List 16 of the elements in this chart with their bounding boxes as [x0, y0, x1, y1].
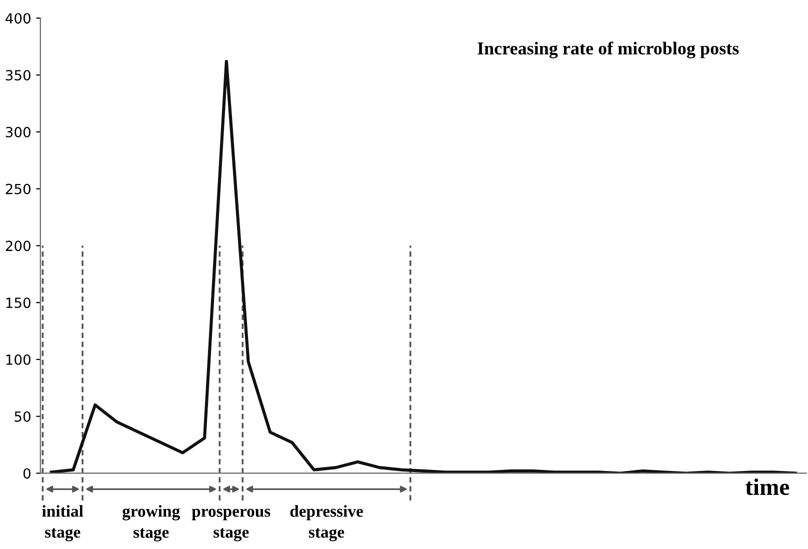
text: depressive stage	[290, 505, 363, 542]
text: growing stage	[122, 505, 180, 542]
y-tick-label: 300	[6, 126, 30, 138]
y-tick-label: 250	[6, 184, 30, 194]
line-series	[50, 60, 797, 474]
text: prosperous stage	[192, 508, 270, 542]
y-tick-label: 350	[6, 70, 30, 80]
y-tick-label: 400	[6, 13, 30, 24]
y-tick-label: 150	[6, 298, 30, 308]
text: initial stage	[42, 505, 84, 542]
text: Increasing rate of microblog posts	[478, 42, 739, 58]
y-tick-label: 50	[14, 411, 30, 422]
x-axis-title: time	[745, 478, 790, 496]
y-tick-label: 100	[6, 354, 30, 365]
y-tick-label: 0	[23, 468, 30, 479]
y-tick-label: 200	[6, 240, 30, 252]
